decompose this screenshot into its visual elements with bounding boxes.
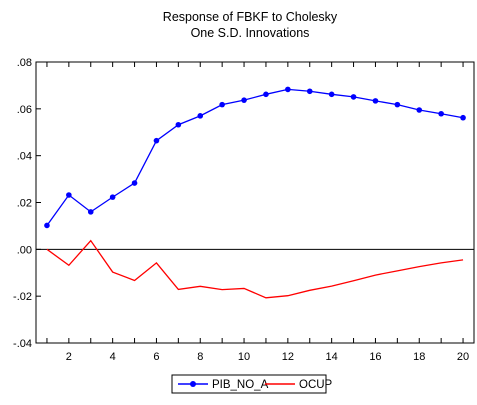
y-axis: -.04 -.02 .00 .02 .04 .06 .08 bbox=[13, 57, 41, 350]
data-point-pib-no-a bbox=[219, 101, 225, 108]
legend-label-pib-no-a: PIB_NO_A bbox=[212, 379, 269, 391]
data-point-pib-no-a bbox=[66, 192, 72, 198]
data-point-pib-no-a bbox=[394, 101, 401, 108]
x-tick-label: 14 bbox=[326, 351, 338, 363]
x-axis: 2 4 6 8 10 12 14 16 18 20 bbox=[46, 62, 469, 363]
x-tick-label: 6 bbox=[153, 351, 159, 363]
legend-box bbox=[171, 374, 327, 394]
data-point-pib-no-a bbox=[175, 121, 182, 128]
y-tick-label: -.04 bbox=[13, 338, 32, 350]
x-tick-label: 4 bbox=[110, 351, 116, 363]
plot-area-frame bbox=[35, 61, 475, 344]
x-tick-label: 20 bbox=[457, 351, 469, 363]
data-point-pib-no-a bbox=[416, 107, 423, 113]
x-tick-label: 8 bbox=[197, 351, 203, 363]
series-layer bbox=[44, 86, 466, 299]
legend-label-ocup: OCUP bbox=[299, 379, 333, 391]
data-point-pib-no-a bbox=[87, 209, 94, 215]
series-line-pib-no-a bbox=[46, 88, 464, 226]
data-point-pib-no-a bbox=[44, 222, 50, 229]
x-tick-label: 2 bbox=[66, 351, 72, 363]
data-point-pib-no-a bbox=[328, 91, 335, 98]
data-point-pib-no-a bbox=[438, 110, 444, 117]
data-point-pib-no-a bbox=[131, 180, 138, 186]
data-point-pib-no-a bbox=[306, 88, 313, 95]
legend: PIB_NO_A OCUP bbox=[171, 374, 333, 394]
x-tick-label: 18 bbox=[413, 351, 425, 363]
y-tick-label: .06 bbox=[17, 104, 32, 116]
data-point-pib-no-a bbox=[109, 194, 116, 200]
data-point-pib-no-a bbox=[372, 98, 379, 104]
x-tick-label: 12 bbox=[282, 351, 294, 363]
y-tick-label: .04 bbox=[17, 151, 32, 163]
legend-marker-pib-no-a bbox=[190, 381, 196, 387]
x-tick-label: 10 bbox=[238, 351, 250, 363]
data-point-pib-no-a bbox=[197, 113, 204, 119]
y-tick-label: .08 bbox=[17, 57, 32, 69]
series-line-ocup bbox=[46, 239, 464, 299]
chart-subtitle: One S.D. Innovations bbox=[191, 26, 310, 40]
x-tick-label: 16 bbox=[369, 351, 381, 363]
chart-title: Response of FBKF to Cholesky bbox=[163, 10, 338, 24]
data-point-pib-no-a bbox=[350, 94, 357, 100]
data-point-pib-no-a bbox=[285, 86, 291, 93]
y-tick-label: -.02 bbox=[13, 291, 32, 303]
y-tick-label: .00 bbox=[17, 244, 32, 256]
data-point-pib-no-a bbox=[460, 114, 466, 121]
data-point-pib-no-a bbox=[263, 91, 269, 98]
data-point-pib-no-a bbox=[241, 97, 247, 103]
y-tick-label: .02 bbox=[17, 198, 32, 210]
data-point-pib-no-a bbox=[153, 137, 160, 144]
